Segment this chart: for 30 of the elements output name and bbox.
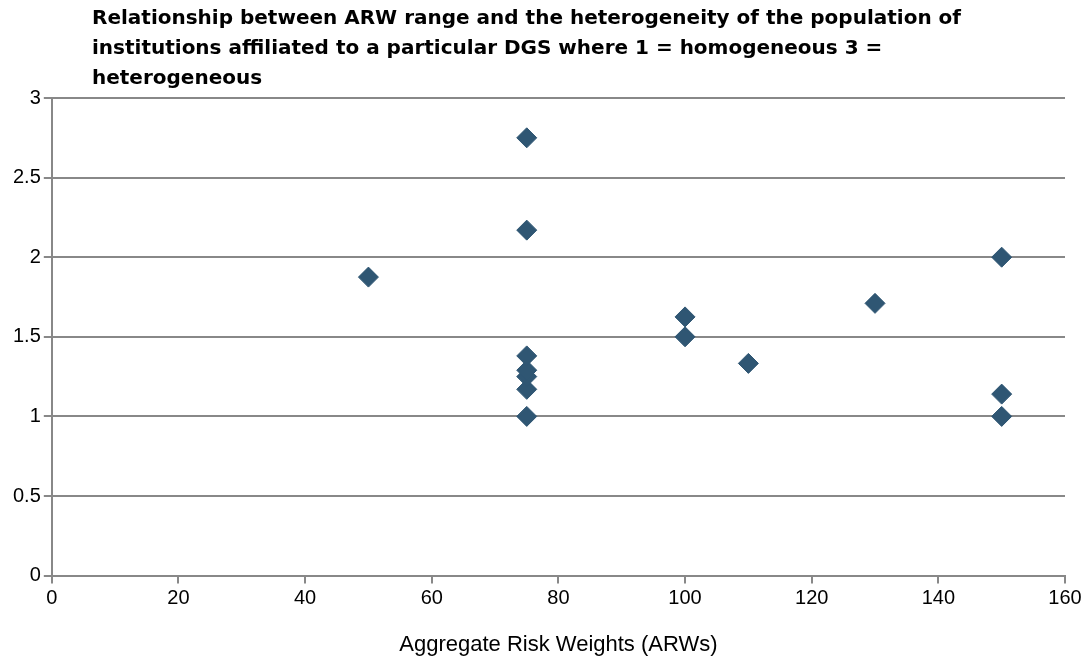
- point: [516, 405, 538, 427]
- x-tick-label: 160: [1048, 586, 1082, 609]
- y-tick-label: 0.5: [12, 483, 41, 506]
- point: [516, 219, 538, 241]
- x-tick-label: 40: [293, 586, 317, 609]
- point: [516, 127, 538, 149]
- point: [991, 383, 1013, 405]
- y-tick-label: 1: [29, 403, 41, 426]
- x-tick-label: 100: [668, 586, 702, 609]
- point: [991, 405, 1013, 427]
- y-tick-label: 2.5: [12, 165, 41, 188]
- y-tick-label: 0: [29, 563, 41, 586]
- x-axis-title: Aggregate Risk Weights (ARWs): [399, 630, 718, 656]
- x-tick-label: 140: [921, 586, 956, 609]
- y-tick-label: 3: [29, 85, 41, 108]
- x-tick-label: 80: [547, 586, 570, 609]
- x-tick-label: 0: [46, 586, 58, 609]
- x-tick-label: 120: [795, 586, 829, 609]
- y-tick-label: 1.5: [12, 324, 41, 347]
- y-tick-label: 2: [29, 244, 41, 267]
- chart-title: Relationship between ARW range and the heterogeneity of the population of institutions affiliated to a particular DGS where 1 = homogeneous 3 = heterogeneous: [92, 4, 963, 91]
- point: [864, 292, 886, 314]
- x-tick-label: 20: [167, 586, 190, 609]
- point: [357, 266, 379, 288]
- point: [991, 246, 1013, 268]
- point: [674, 326, 696, 348]
- x-tick-label: 60: [420, 586, 443, 609]
- point: [737, 352, 759, 374]
- point: [516, 345, 538, 367]
- point: [674, 306, 696, 328]
